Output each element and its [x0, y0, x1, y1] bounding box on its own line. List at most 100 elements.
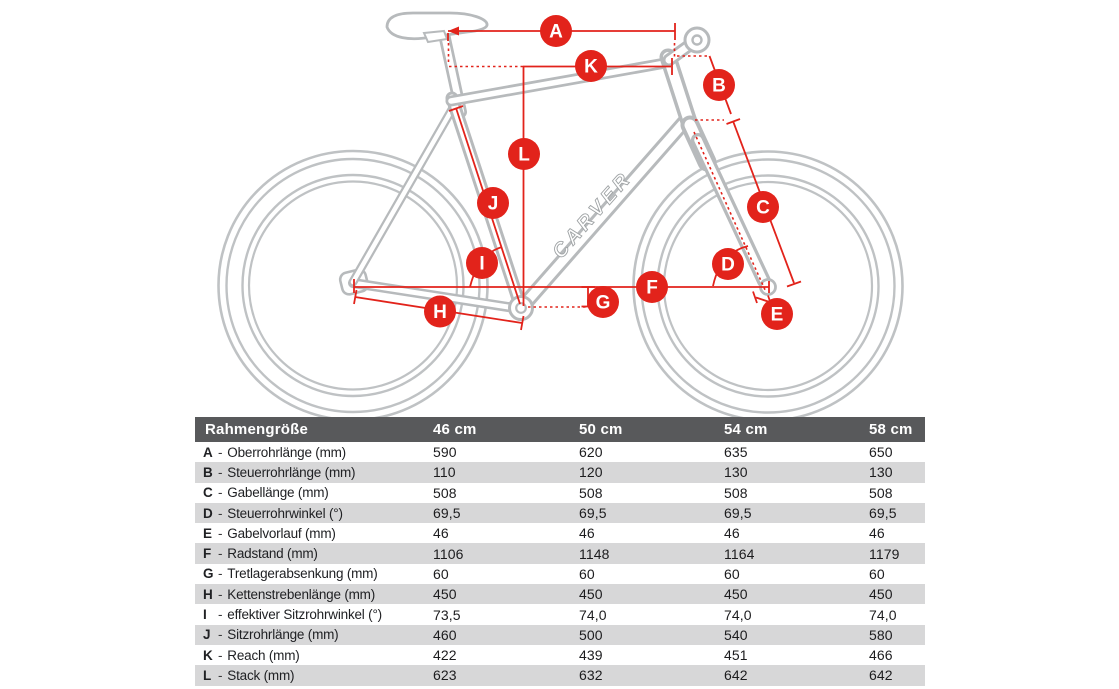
row-letter: E [203, 525, 212, 541]
brand-logo: CARVER [548, 167, 636, 263]
row-value: 60 [869, 565, 885, 582]
row-separator: - [218, 485, 223, 501]
row-separator: - [218, 647, 223, 663]
row-value: 1106 [433, 545, 464, 562]
table-row: D - Steuerrohrwinkel (°) 69,5 69,5 69,5 69… [195, 502, 925, 524]
row-letter: K [203, 647, 213, 663]
column-header-50cm: 50 cm [579, 421, 623, 438]
table-row: J - Sitzrohrlänge (mm) 460 500 540 580 [195, 624, 925, 645]
marker-f: F [636, 271, 668, 303]
row-separator: - [218, 505, 223, 521]
row-value: 508 [433, 484, 457, 501]
letter-markers: A K B L J C I [424, 15, 793, 330]
marker-l: L [508, 138, 540, 170]
row-letter: J [203, 627, 211, 643]
row-value: 632 [579, 667, 603, 684]
marker-k: K [575, 50, 607, 82]
table-row: B - Steuerrohrlänge (mm) 110 120 130 130 [195, 462, 925, 483]
row-value: 642 [724, 667, 748, 684]
row-value: 450 [579, 586, 603, 603]
row-value: 60 [579, 565, 595, 582]
row-value: 1179 [869, 545, 900, 562]
row-value: 500 [579, 626, 603, 643]
row-label: Radstand (mm) [227, 546, 318, 562]
row-value: 1148 [579, 545, 610, 562]
table-row: F - Radstand (mm) 1106 1148 1164 1179 [195, 543, 925, 564]
row-value: 450 [724, 586, 748, 603]
row-value: 120 [579, 464, 603, 481]
row-value: 74,0 [579, 606, 607, 623]
marker-l-letter: L [518, 145, 530, 166]
column-header-58cm: 58 cm [869, 421, 913, 438]
row-letter: A [203, 444, 213, 460]
row-label: Kettenstrebenlänge (mm) [227, 586, 376, 602]
row-value: 46 [869, 525, 885, 542]
row-label: Reach (mm) [227, 647, 300, 663]
row-separator: - [218, 586, 223, 602]
row-label: Tretlagerabsenkung (mm) [227, 566, 378, 582]
table-row: H - Kettenstrebenlänge (mm) 450 450 450 45… [195, 584, 925, 605]
marker-b: B [703, 69, 735, 101]
row-value: 46 [724, 525, 740, 542]
table-row: I - effektiver Sitzrohrwinkel (°) 73,5 74,… [195, 604, 925, 625]
row-value: 130 [724, 464, 748, 481]
row-value: 635 [724, 444, 748, 461]
marker-a-letter: A [549, 22, 563, 43]
row-label: Stack (mm) [227, 667, 295, 683]
row-value: 466 [869, 647, 893, 664]
row-letter: D [203, 505, 213, 521]
marker-i-letter: I [479, 254, 484, 275]
row-letter: L [203, 667, 212, 683]
bike-geometry-diagram: CARVER [217, 11, 904, 420]
table-row: A - Oberrohrlänge (mm) 590 620 635 650 [195, 442, 925, 463]
row-value: 650 [869, 444, 893, 461]
row-letter: C [203, 485, 213, 501]
marker-d-letter: D [721, 255, 735, 276]
row-value: 422 [433, 647, 457, 664]
row-value: 508 [579, 484, 603, 501]
row-separator: - [218, 607, 223, 623]
marker-f-letter: F [646, 278, 658, 299]
row-label: Gabellänge (mm) [227, 485, 329, 501]
marker-d: D [712, 248, 744, 280]
row-label: Sitzrohrlänge (mm) [227, 627, 339, 643]
row-value: 69,5 [869, 505, 897, 522]
marker-a: A [540, 15, 572, 47]
row-separator: - [218, 546, 223, 562]
column-header-46cm: 46 cm [433, 421, 477, 438]
marker-h: H [424, 295, 456, 328]
row-value: 46 [579, 525, 595, 542]
row-value: 69,5 [724, 505, 752, 522]
table-row: G - Tretlagerabsenkung (mm) 60 60 60 60 [195, 563, 925, 585]
table-row: K - Reach (mm) 422 439 451 466 [195, 644, 925, 666]
dimension-f [353, 279, 770, 293]
bottom-bracket [508, 295, 534, 321]
row-letter: H [203, 586, 213, 602]
marker-g-letter: G [596, 293, 611, 314]
row-value: 642 [869, 667, 893, 684]
table-row: L - Stack (mm) 623 632 642 642 [195, 665, 925, 686]
row-value: 46 [433, 525, 449, 542]
row-value: 450 [433, 586, 457, 603]
marker-g: G [587, 286, 619, 318]
row-label: Steuerrohrwinkel (°) [227, 505, 343, 521]
row-separator: - [218, 627, 223, 643]
row-value: 450 [869, 586, 893, 603]
marker-i: I [466, 247, 498, 279]
marker-h-letter: H [433, 302, 447, 323]
row-letter: B [203, 464, 213, 480]
row-value: 439 [579, 647, 603, 664]
handlebar [683, 26, 711, 54]
row-value: 130 [869, 464, 893, 481]
geometry-table: Rahmengröße 46 cm 50 cm 54 cm 58 cm A - Ob… [195, 417, 925, 686]
row-label: Gabelvorlauf (mm) [227, 525, 336, 541]
row-separator: - [218, 464, 223, 480]
row-separator: - [218, 444, 223, 460]
table-header-row: Rahmengröße 46 cm 50 cm 54 cm 58 cm [195, 417, 925, 442]
row-value: 60 [433, 565, 449, 582]
row-letter: I [203, 607, 207, 623]
row-value: 60 [724, 565, 740, 582]
row-value: 508 [869, 484, 893, 501]
marker-j: J [477, 187, 509, 219]
